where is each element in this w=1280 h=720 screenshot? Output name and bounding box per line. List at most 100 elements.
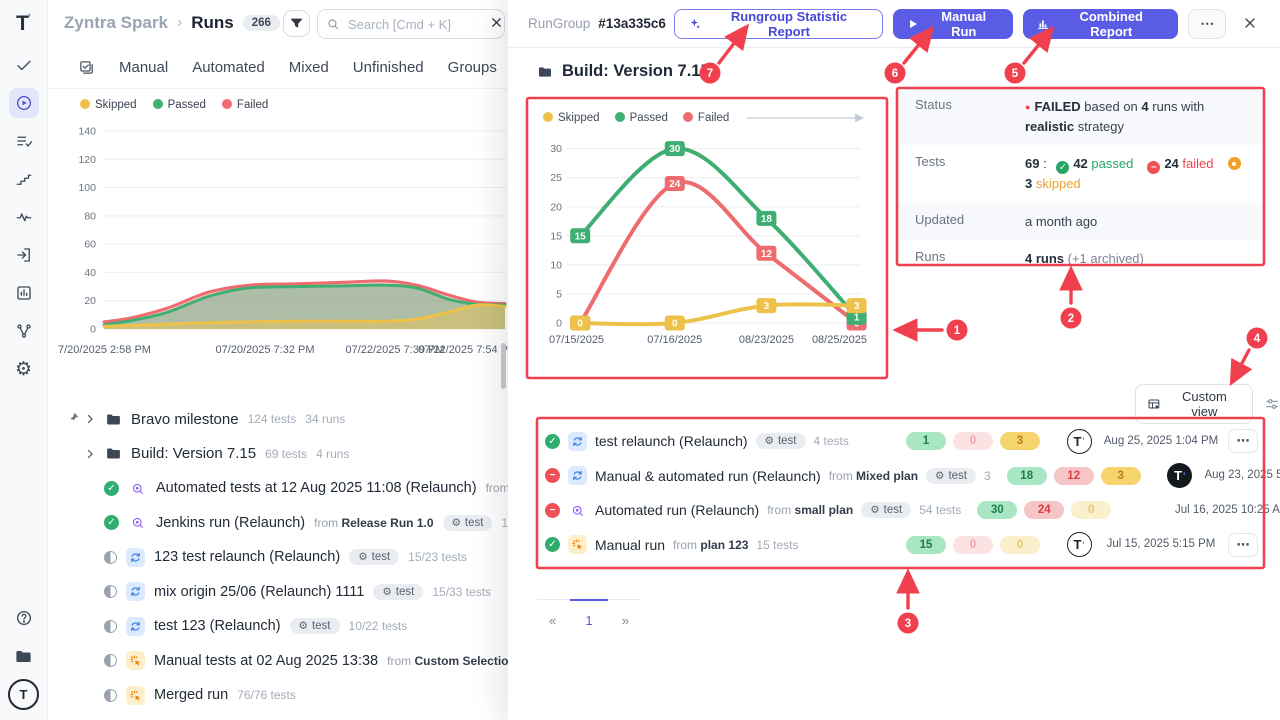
combined-report-button[interactable]: Combined Report <box>1023 8 1179 39</box>
status-inprogress-icon <box>104 619 117 633</box>
svg-text:12: 12 <box>761 249 773 260</box>
svg-text:30: 30 <box>550 143 562 155</box>
sidebar-item-branches[interactable] <box>9 316 39 346</box>
close-panel-icon[interactable] <box>1242 15 1260 33</box>
tag-chip: ⚙ test <box>442 514 493 531</box>
legend-item[interactable]: Skipped <box>543 112 600 124</box>
sidebar-item-import[interactable] <box>9 240 39 270</box>
legend-dot-icon <box>543 112 553 122</box>
svg-text:0: 0 <box>556 318 562 330</box>
manual-run-button[interactable]: Manual Run <box>893 8 1014 39</box>
run-name: mix origin 25/06 (Relaunch) 1111 <box>154 583 365 600</box>
list-item[interactable]: Build: Version 7.15 69 tests 4 runs <box>48 437 508 472</box>
run-source: from plan 123 <box>673 537 749 552</box>
tab-groups[interactable]: Groups <box>447 59 497 76</box>
select-runs-icon[interactable] <box>78 59 95 76</box>
manual-run-icon <box>126 685 145 705</box>
run-source: from small plan <box>485 481 508 496</box>
sidebar-item-reports[interactable] <box>9 278 39 308</box>
list-item[interactable]: ✓ Automated tests at 12 Aug 2025 11:08 (R… <box>48 471 508 506</box>
pagination-page-1[interactable]: 1 <box>569 599 609 628</box>
close-search-icon[interactable] <box>489 15 505 31</box>
sidebar-item-tests[interactable] <box>9 126 39 156</box>
rungroup-run-row[interactable]: ✓ Manual run from plan 123 15 tests 15 0 0 T ' Ju… <box>537 528 1264 563</box>
settings-gear-icon[interactable]: ⚙ <box>14 358 33 380</box>
relaunch-sync-icon <box>126 616 145 636</box>
projects-folder-icon[interactable] <box>9 641 39 671</box>
list-item[interactable]: Merged run 76/76 tests <box>48 678 508 713</box>
tag-chip: ⚙ test <box>755 433 806 450</box>
list-item[interactable]: mix origin 25/06 (Relaunch) 1111 ⚙ test 15/… <box>48 575 508 610</box>
rungroup-panel: RunGroup #13a335c6 Rungroup Statistic Re… <box>508 0 1280 720</box>
tab-automated[interactable]: Automated <box>192 59 265 76</box>
legend-dot-icon <box>221 99 232 109</box>
gear-icon: ⚙ <box>358 551 368 563</box>
workspace-logo[interactable]: T <box>8 679 39 710</box>
tab-manual[interactable]: Manual <box>119 59 169 76</box>
sidebar-item-checks[interactable] <box>9 50 39 80</box>
list-item[interactable]: 123 test relaunch (Relaunch) ⚙ test 15/23 t… <box>48 540 508 575</box>
legend-item[interactable]: Skipped <box>80 99 137 111</box>
breadcrumb-project[interactable]: Zyntra Spark <box>64 13 168 32</box>
svg-text:07/22/2025 7:54 P: 07/22/2025 7:54 P <box>418 344 508 356</box>
status-passed-icon: ✓ <box>545 537 560 553</box>
list-item[interactable]: Bravo milestone 124 tests 34 runs <box>48 402 508 437</box>
app-logo[interactable]: T' <box>16 11 31 35</box>
list-item[interactable]: test 123 (Relaunch) ⚙ test 10/22 tests <box>48 609 508 644</box>
status-inprogress-icon <box>104 585 117 599</box>
run-name: Manual & automated run (Relaunch) <box>595 467 821 484</box>
run-meta: 13 tests <box>501 515 508 530</box>
row-menu-button[interactable]: ⋯ <box>1228 532 1258 557</box>
count-badge: 1 <box>906 432 946 451</box>
rungroup-run-row[interactable]: ✓ test relaunch (Relaunch) ⚙ test 4 tests 1 0 3… <box>537 424 1264 459</box>
chevron-right-icon[interactable] <box>84 413 96 425</box>
sidebar-item-analytics[interactable] <box>9 202 39 232</box>
svg-text:07/15/2025: 07/15/2025 <box>549 334 604 346</box>
tab-unfinished[interactable]: Unfinished <box>352 59 424 76</box>
search-input[interactable] <box>346 15 496 33</box>
sidebar-item-runs[interactable] <box>8 88 39 118</box>
legend-dot-icon <box>80 99 90 109</box>
pin-icon <box>66 411 80 425</box>
avatar: T ' <box>1066 428 1092 454</box>
rungroup-run-row[interactable]: − Automated run (Relaunch) from small plan… <box>537 493 1280 528</box>
run-name: Automated run (Relaunch) <box>595 502 760 519</box>
breadcrumb-page[interactable]: Runs <box>191 13 234 32</box>
legend-item[interactable]: Failed <box>221 99 268 111</box>
list-item[interactable]: Manual tests at 02 Aug 2025 13:38 from Cu… <box>48 644 508 679</box>
rungroup-statistic-report-button[interactable]: Rungroup Statistic Report <box>673 8 884 39</box>
pagination-prev[interactable]: « <box>549 613 557 628</box>
svg-text:1: 1 <box>854 313 860 324</box>
chevron-right-icon[interactable] <box>84 448 96 460</box>
rungroup-summary: Status FAILED based on 4 runs with reali… <box>897 88 1264 278</box>
more-actions-button[interactable]: ⋯ <box>1188 8 1227 39</box>
list-item[interactable]: ✓ Jenkins run (Relaunch) from Release Run … <box>48 506 508 541</box>
run-source: from small plan <box>767 503 854 518</box>
manual-run-icon <box>126 651 145 671</box>
automated-run-icon <box>128 479 147 498</box>
legend-item[interactable]: Failed <box>682 112 729 124</box>
pagination-next[interactable]: » <box>621 613 629 628</box>
scrollbar[interactable] <box>501 343 506 389</box>
gear-icon: ⚙ <box>451 516 461 529</box>
custom-view-button[interactable]: Custom view <box>1135 384 1253 424</box>
run-name: Manual tests at 02 Aug 2025 13:38 <box>154 652 379 669</box>
run-date: Jul 16, 2025 10:25 AM <box>1175 503 1280 516</box>
legend-item[interactable]: Passed <box>614 112 668 124</box>
search-box[interactable] <box>317 9 505 39</box>
runs-overview-chart: 140 120 100 80 60 40 20 0 7/20/2025 2:58 PM 07/20… <box>58 115 508 365</box>
row-menu-button[interactable]: ⋯ <box>1228 429 1258 454</box>
help-icon[interactable] <box>9 603 39 633</box>
tag-chip: ⚙ test <box>289 618 340 635</box>
status-inprogress-icon <box>104 688 117 702</box>
sidebar-item-milestones[interactable] <box>9 164 39 194</box>
result-count-badges: 15 0 0 <box>906 535 1056 554</box>
svg-text:140: 140 <box>78 126 96 138</box>
view-options-sliders-icon[interactable] <box>1264 396 1280 412</box>
rungroup-run-row[interactable]: − Manual & automated run (Relaunch) from M… <box>537 459 1280 494</box>
filter-button[interactable] <box>283 10 310 37</box>
status-failed-icon: − <box>545 502 560 518</box>
legend-item[interactable]: Passed <box>152 99 206 111</box>
tab-mixed[interactable]: Mixed <box>288 59 329 76</box>
count-badge: 0 <box>1000 535 1040 554</box>
